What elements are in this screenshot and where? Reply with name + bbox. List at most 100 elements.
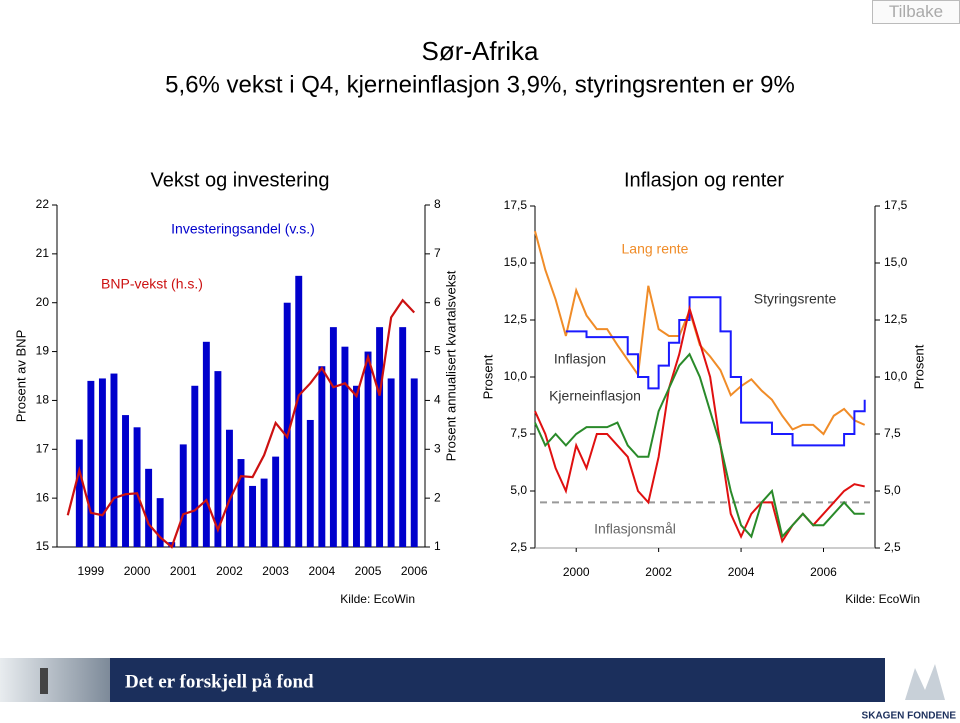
- y-tick-label: 17,5: [504, 198, 528, 212]
- y2-tick-label: 4: [434, 393, 441, 407]
- bar: [364, 351, 372, 547]
- bar: [179, 444, 187, 547]
- series-label: Kjerneinflasjon: [549, 388, 641, 404]
- x-tick-label: 1999: [78, 564, 105, 578]
- bar: [353, 385, 360, 547]
- lighthouse-image: [0, 658, 110, 702]
- slogan: Det er forskjell på fond: [125, 671, 314, 692]
- y2-tick-label: 7: [434, 246, 441, 260]
- y2-tick-label: 15,0: [884, 255, 908, 269]
- bar: [225, 429, 233, 547]
- y-tick-label: 17: [36, 441, 50, 455]
- slide-subtitle: 5,6% vekst i Q4, kjerneinflasjon 3,9%, s…: [165, 71, 795, 98]
- bar: [249, 485, 257, 547]
- bar: [272, 456, 280, 547]
- y2-tick-label: 3: [434, 441, 441, 455]
- x-tick-label: 2006: [401, 564, 428, 578]
- bar: [202, 341, 210, 547]
- bar: [260, 478, 268, 547]
- series-label: Styringsrente: [754, 291, 837, 307]
- logo-icon: [905, 664, 945, 700]
- source: Kilde: EcoWin: [845, 592, 920, 606]
- bar: [283, 302, 291, 547]
- bar: [133, 427, 141, 547]
- y-tick-label: 5,0: [510, 483, 527, 497]
- bar: [295, 275, 303, 547]
- y2-tick-label: 2,5: [884, 540, 901, 554]
- line: [534, 304, 865, 544]
- bar: [110, 373, 118, 547]
- x-tick-label: 2000: [124, 564, 151, 578]
- x-tick-label: 2001: [170, 564, 197, 578]
- y-tick-label: 10,0: [504, 369, 528, 383]
- y-tick-label: 15,0: [504, 255, 528, 269]
- y-tick-label: 7,5: [510, 426, 527, 440]
- line: [534, 352, 865, 539]
- y-tick-label: 20: [36, 295, 50, 309]
- y-tick-label: 22: [36, 197, 50, 211]
- y-tick-label: 15: [36, 539, 50, 553]
- x-tick-label: 2002: [216, 564, 243, 578]
- bar: [376, 327, 384, 547]
- x-tick-label: 2005: [355, 564, 382, 578]
- chart-title: Vekst og investering: [151, 169, 330, 191]
- x-tick-label: 2000: [563, 565, 590, 579]
- bar: [318, 366, 326, 547]
- x-tick-label: 2004: [728, 565, 755, 579]
- chart-title: Inflasjon og renter: [624, 169, 784, 191]
- y2-tick-label: 5: [434, 344, 441, 358]
- y2-tick-label: 8: [434, 197, 441, 211]
- bar: [237, 459, 245, 547]
- y2-tick-label: 1: [434, 539, 441, 553]
- y2-tick-label: 5,0: [884, 483, 901, 497]
- series-label: Inflasjon: [554, 351, 606, 367]
- bar: [341, 346, 349, 547]
- line: [565, 296, 866, 447]
- bar: [329, 327, 337, 547]
- y2-tick-label: 6: [434, 295, 441, 309]
- bar: [98, 378, 106, 547]
- bar: [191, 385, 199, 547]
- series-label: BNP-vekst (h.s.): [101, 276, 203, 292]
- banner-band: [110, 658, 885, 702]
- bar: [399, 327, 407, 547]
- y2-tick-label: 10,0: [884, 369, 908, 383]
- x-tick-label: 2002: [645, 565, 672, 579]
- x-tick-label: 2004: [308, 564, 335, 578]
- y-tick-label: 19: [36, 344, 50, 358]
- lighthouse-icon: [40, 668, 48, 694]
- bar: [387, 378, 395, 547]
- y2-axis-title: Prosent annualisert kvartalsvekst: [443, 270, 458, 461]
- bar: [145, 468, 153, 547]
- bar: [156, 498, 164, 547]
- y-tick-label: 18: [36, 393, 50, 407]
- y-tick-label: 12,5: [504, 312, 528, 326]
- bar: [410, 378, 418, 547]
- y-axis-title: Prosent: [480, 354, 495, 399]
- line: [66, 298, 416, 549]
- y-tick-label: 2,5: [510, 540, 527, 554]
- bar: [122, 415, 129, 547]
- brand: SKAGEN FONDENE: [862, 711, 957, 722]
- series-label: Investeringsandel (v.s.): [171, 221, 315, 237]
- bar: [306, 419, 314, 547]
- y-tick-label: 16: [36, 490, 50, 504]
- x-tick-label: 2003: [262, 564, 289, 578]
- bar: [214, 371, 222, 547]
- bar: [87, 380, 95, 547]
- y2-tick-label: 7,5: [884, 426, 901, 440]
- x-tick-label: 2006: [810, 565, 837, 579]
- y-axis-title: Prosent av BNP: [13, 330, 28, 423]
- slide-title: Sør-Afrika: [422, 36, 540, 66]
- y2-tick-label: 12,5: [884, 312, 908, 326]
- y2-tick-label: 2: [434, 490, 441, 504]
- footer-banner: Det er forskjell på fond SKAGEN FONDENE: [0, 658, 960, 722]
- back-button[interactable]: Tilbake: [872, 0, 960, 24]
- bar: [75, 439, 83, 547]
- y2-tick-label: 17,5: [884, 198, 908, 212]
- source: Kilde: EcoWin: [340, 592, 415, 606]
- y-tick-label: 21: [36, 246, 50, 260]
- series-label: Lang rente: [622, 241, 689, 257]
